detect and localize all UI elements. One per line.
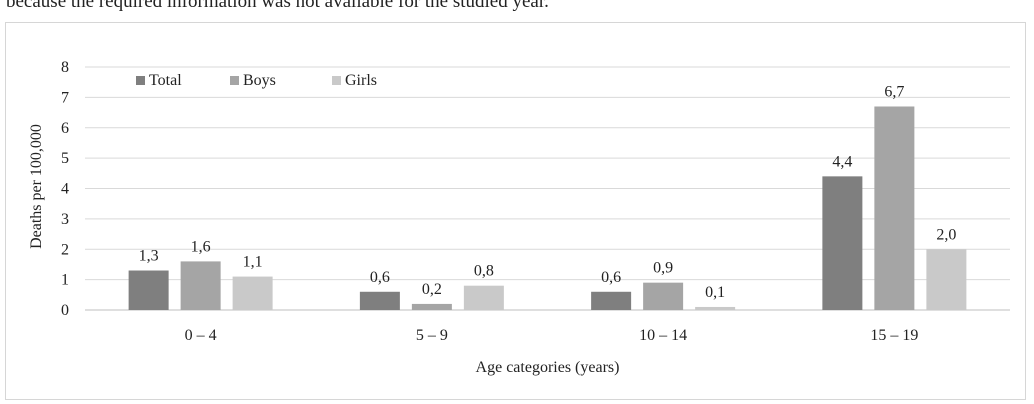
data-label: 4,4 [832, 153, 852, 170]
data-label: 0,6 [370, 269, 390, 286]
bar-girls-3 [926, 249, 967, 310]
y-tick-label: 1 [61, 272, 69, 289]
y-tick-label: 4 [61, 181, 69, 198]
bar-girls-1 [463, 285, 504, 310]
bar-boys-2 [643, 282, 684, 310]
data-label: 6,7 [884, 83, 904, 100]
y-tick-label: 3 [61, 211, 69, 228]
bar-total-0 [128, 270, 169, 310]
y-tick-label: 6 [61, 120, 69, 137]
bar-total-3 [822, 176, 863, 310]
data-label: 0,9 [653, 260, 673, 277]
x-tick-label: 10 – 14 [639, 327, 687, 344]
bar-boys-0 [180, 261, 221, 310]
y-tick-label: 2 [61, 241, 69, 258]
x-tick-label: 0 – 4 [185, 327, 217, 344]
y-tick-label: 7 [61, 89, 69, 106]
legend-swatch-boys [230, 76, 239, 85]
x-tick-label: 15 – 19 [870, 327, 918, 344]
data-label: 0,6 [601, 269, 621, 286]
data-label: 1,6 [191, 238, 211, 255]
x-axis-title: Age categories (years) [476, 359, 620, 376]
legend-swatch-girls [332, 76, 341, 85]
bar-girls-0 [232, 276, 273, 310]
y-tick-label: 5 [61, 150, 69, 167]
y-axis-title: Deaths per 100,000 [28, 124, 45, 249]
bar-total-1 [359, 291, 400, 310]
bar-boys-1 [411, 303, 452, 310]
data-label: 0,8 [474, 263, 494, 280]
caption-text: because the required information was not… [6, 0, 549, 12]
y-tick-label: 8 [61, 59, 69, 76]
data-label: 1,3 [139, 248, 159, 265]
bar-total-2 [591, 291, 632, 310]
bar-boys-3 [874, 106, 915, 310]
x-tick-label: 5 – 9 [416, 327, 448, 344]
legend-label-boys: Boys [243, 72, 276, 89]
legend-label-total: Total [149, 72, 182, 89]
data-label: 1,1 [243, 254, 263, 271]
chart-frame [5, 22, 1026, 400]
legend-swatch-total [136, 76, 145, 85]
y-tick-label: 0 [61, 302, 69, 319]
legend-label-girls: Girls [345, 72, 377, 89]
data-label: 2,0 [936, 226, 956, 243]
data-label: 0,1 [705, 284, 725, 301]
data-label: 0,2 [422, 281, 442, 298]
bar-girls-2 [695, 306, 736, 310]
